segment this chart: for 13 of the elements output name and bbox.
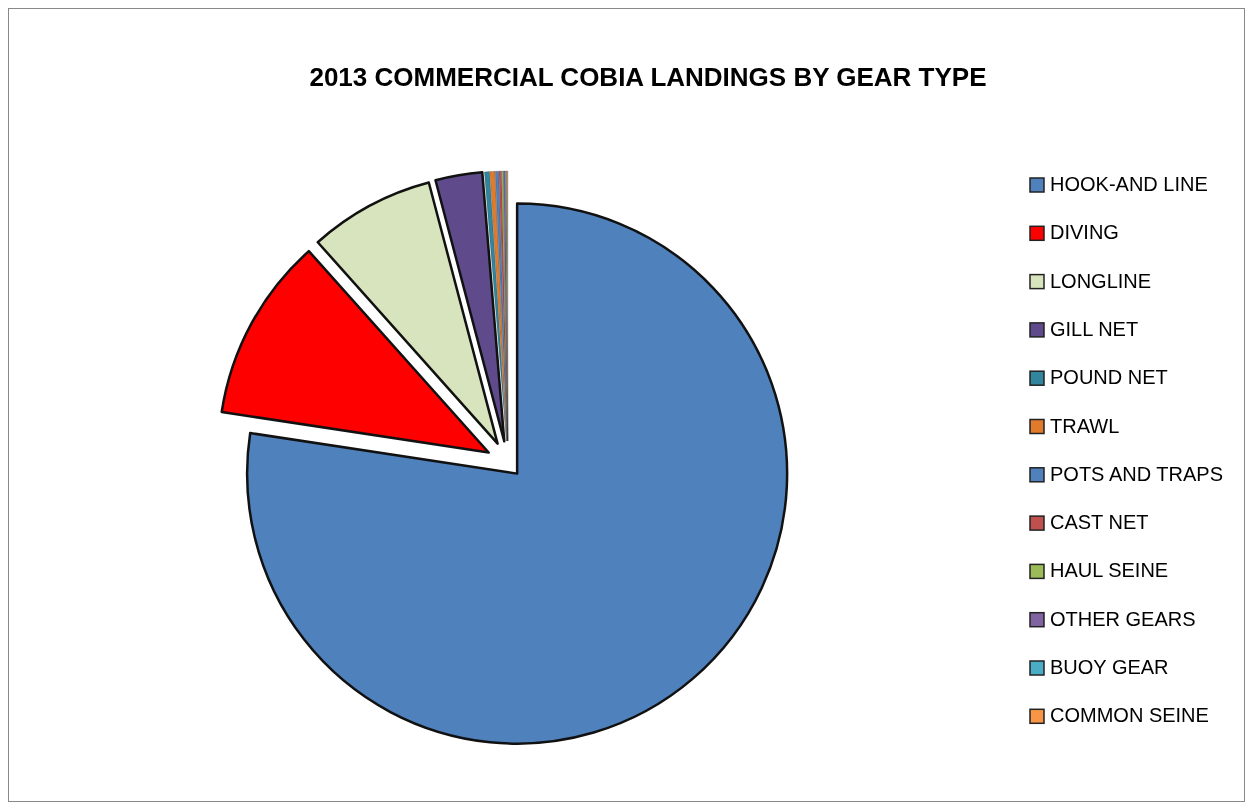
legend-label: GILL NET	[1050, 317, 1139, 340]
legend-label: LONGLINE	[1050, 269, 1152, 292]
legend-label: POTS AND TRAPS	[1050, 462, 1224, 485]
legend-label: HOOK-AND LINE	[1050, 173, 1208, 195]
chart-title: 2013 COMMERCIAL COBIA LANDINGS BY GEAR TYPE	[309, 62, 987, 92]
legend-label: TRAWL	[1050, 414, 1120, 437]
legend-label: DIVING	[1050, 221, 1119, 244]
legend-label: OTHER GEARS	[1050, 607, 1196, 630]
legend-label: POUND NET	[1050, 366, 1168, 389]
legend-label: CAST NET	[1050, 511, 1149, 534]
legend-label: COMMON SEINE	[1050, 704, 1209, 727]
legend-label: HAUL SEINE	[1050, 559, 1169, 582]
legend-label: BUOY GEAR	[1050, 656, 1169, 678]
